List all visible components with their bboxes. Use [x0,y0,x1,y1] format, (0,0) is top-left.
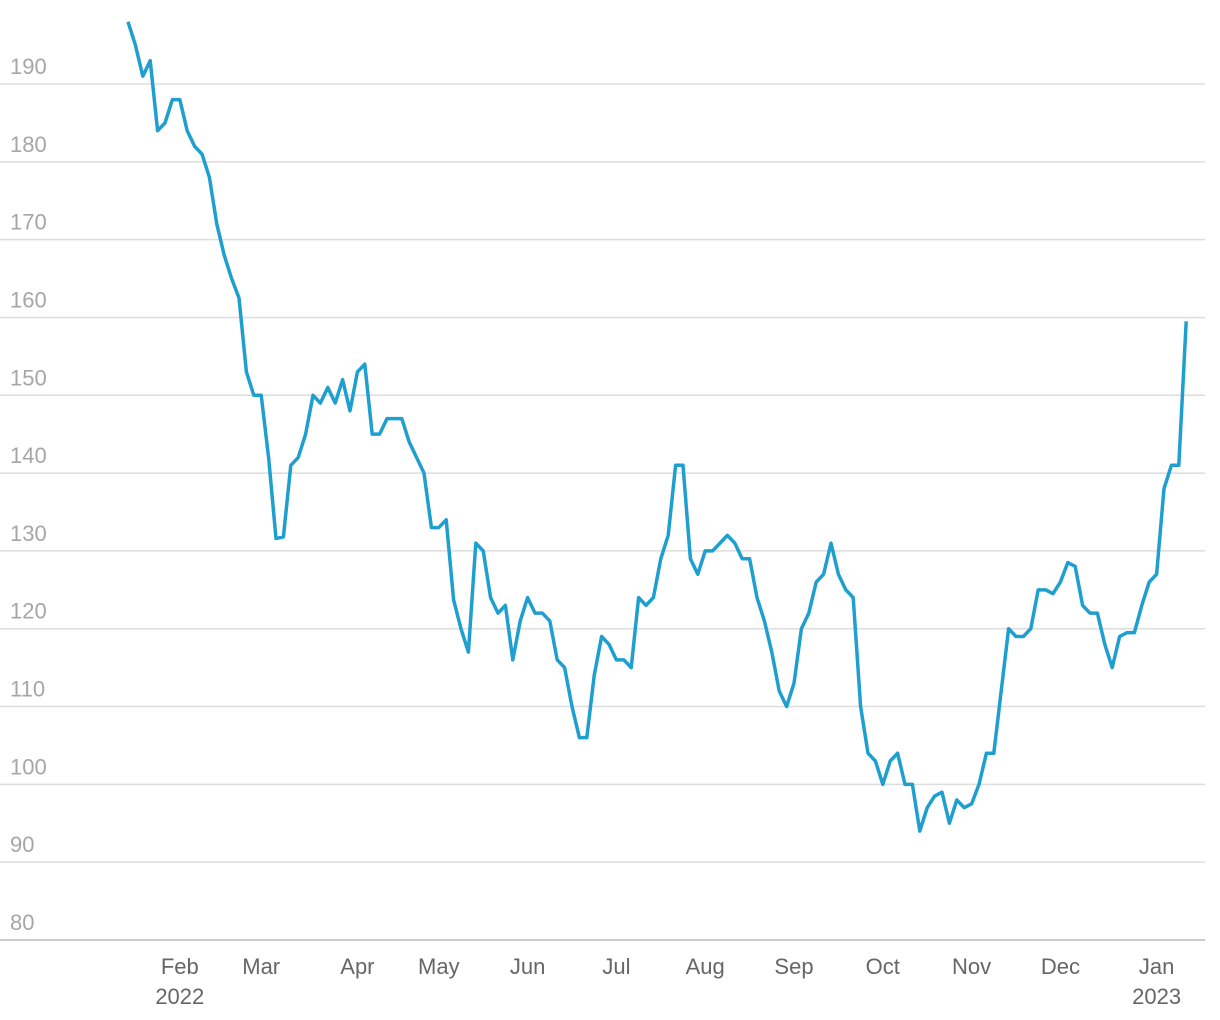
x-tick-label: Sep [774,954,813,979]
y-tick-label: 190 [10,54,47,79]
x-tick-label: Mar [242,954,280,979]
x-tick-label: Aug [686,954,725,979]
y-tick-label: 150 [10,365,47,390]
y-tick-label: 130 [10,521,47,546]
y-tick-label: 120 [10,599,47,624]
line [126,21,1188,833]
x-tick-label: May [418,954,460,979]
y-tick-label: 140 [10,443,47,468]
x-tick-label: Oct [866,954,900,979]
x-tick-label: Feb 2022 [155,954,204,1009]
y-tick-label: 90 [10,832,34,857]
y-tick-label: 160 [10,287,47,312]
x-tick-label: Dec [1041,954,1080,979]
x-tick-label: Jan 2023 [1132,954,1181,1009]
y-tick-label: 170 [10,210,47,235]
x-tick-label: Apr [340,954,374,979]
x-tick-label: Jun [510,954,545,979]
x-tick-label: Nov [952,954,991,979]
y-tick-label: 80 [10,910,34,935]
y-tick-label: 110 [10,677,45,702]
y-tick-label: 100 [10,754,47,779]
x-tick-label: Jul [602,954,630,979]
y-tick-label: 180 [10,132,47,157]
